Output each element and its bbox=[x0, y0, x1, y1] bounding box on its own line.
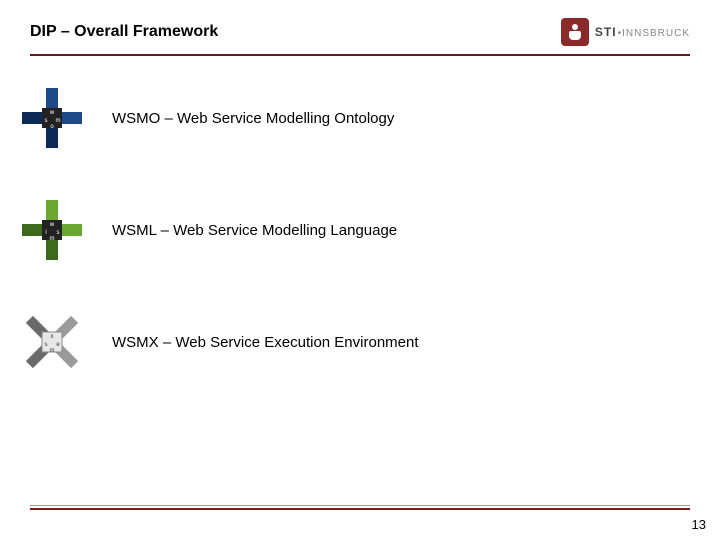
footer-rule-dark bbox=[30, 508, 690, 510]
slide-body: w s m o WSMO – Web Service Modelling Ont… bbox=[0, 56, 720, 374]
list-item: w s m o WSMO – Web Service Modelling Ont… bbox=[20, 86, 690, 150]
list-item: x s e m WSMX – Web Service Execution Env… bbox=[20, 310, 690, 374]
slide-header: DIP – Overall Framework STI•INNSBRUCK bbox=[0, 0, 720, 54]
svg-text:w: w bbox=[49, 110, 55, 116]
item-label: WSMX – Web Service Execution Environment bbox=[112, 334, 419, 351]
slide-title: DIP – Overall Framework bbox=[30, 23, 218, 41]
page-number: 13 bbox=[692, 517, 706, 532]
list-item: w l s m WSML – Web Service Modelling Lan… bbox=[20, 198, 690, 262]
svg-text:s: s bbox=[45, 118, 48, 124]
item-label: WSML – Web Service Modelling Language bbox=[112, 222, 397, 239]
svg-text:l: l bbox=[45, 230, 46, 236]
logo-text-bold: STI bbox=[595, 25, 617, 39]
item-label: WSMO – Web Service Modelling Ontology bbox=[112, 110, 394, 127]
logo-text-light: INNSBRUCK bbox=[622, 28, 690, 39]
svg-text:s: s bbox=[45, 342, 48, 348]
svg-text:w: w bbox=[49, 222, 55, 228]
sti-logo-text: STI•INNSBRUCK bbox=[595, 23, 690, 41]
footer-rule-light bbox=[30, 505, 690, 506]
svg-text:x: x bbox=[51, 334, 54, 340]
svg-text:m: m bbox=[50, 348, 55, 354]
svg-text:m: m bbox=[50, 236, 55, 242]
wsmx-icon: x s e m bbox=[20, 310, 84, 374]
svg-text:s: s bbox=[57, 230, 60, 236]
sti-logo-mark bbox=[561, 18, 589, 46]
wsml-icon: w l s m bbox=[20, 198, 84, 262]
sti-logo: STI•INNSBRUCK bbox=[561, 18, 690, 46]
wsmo-icon: w s m o bbox=[20, 86, 84, 150]
svg-text:m: m bbox=[56, 118, 61, 124]
logo-dot: • bbox=[618, 28, 622, 39]
